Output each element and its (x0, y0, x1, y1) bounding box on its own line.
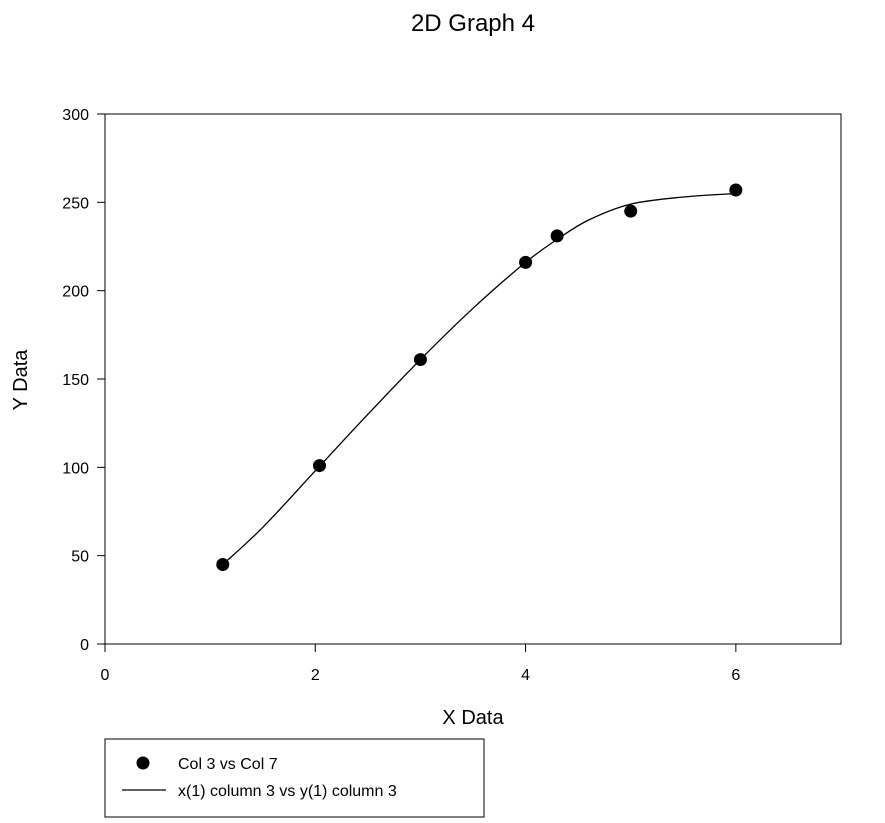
data-point (624, 204, 638, 218)
y-tick-label: 250 (62, 195, 89, 212)
legend-box (104, 738, 485, 818)
chart-title: 2D Graph 4 (411, 10, 535, 37)
y-tick-label: 50 (71, 549, 89, 566)
x-tick-label: 2 (311, 667, 320, 684)
data-point (519, 255, 533, 269)
legend: Col 3 vs Col 7 x(1) column 3 vs y(1) col… (104, 738, 485, 818)
legend-marker-icon (136, 756, 150, 770)
y-axis-label: Y Data (10, 349, 32, 411)
y-tick-label: 0 (80, 637, 89, 654)
data-point (550, 229, 564, 243)
x-axis-ticks: 0 2 4 6 (101, 644, 740, 684)
legend-entry-line: x(1) column 3 vs y(1) column 3 (178, 783, 397, 800)
x-axis-label: X Data (442, 707, 504, 729)
y-tick-label: 150 (62, 372, 89, 389)
data-point (216, 558, 230, 571)
series-layer (216, 183, 743, 571)
fit-curve-line (222, 192, 736, 565)
data-point (729, 183, 743, 197)
x-tick-label: 4 (521, 667, 530, 684)
data-point (312, 459, 326, 473)
y-tick-label: 300 (62, 107, 89, 124)
data-point (413, 353, 427, 367)
legend-entry-markers: Col 3 vs Col 7 (178, 756, 278, 773)
y-axis-ticks: 0 50 100 150 200 250 300 (62, 107, 105, 654)
x-tick-label: 0 (101, 667, 110, 684)
x-tick-label: 6 (731, 667, 740, 684)
y-tick-label: 100 (62, 460, 89, 477)
y-tick-label: 200 (62, 284, 89, 301)
